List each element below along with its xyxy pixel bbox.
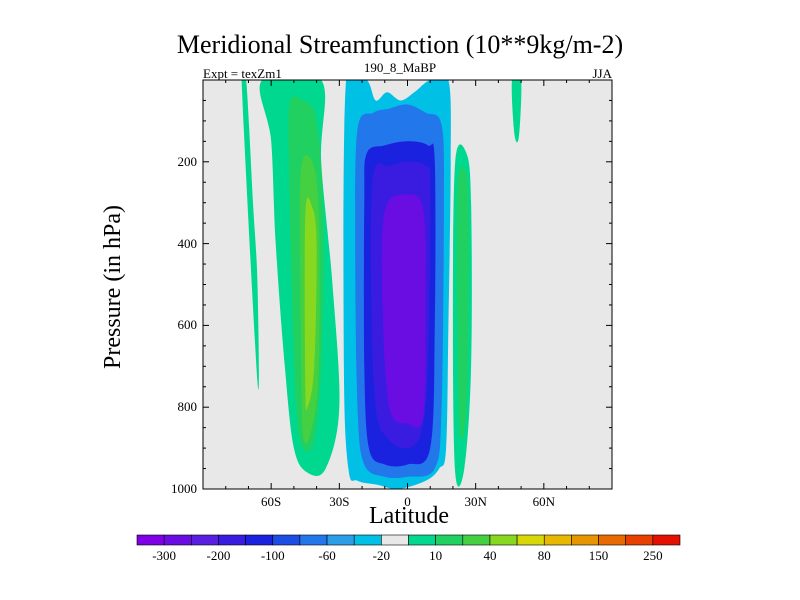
x-tick-label: 0 [404, 494, 411, 509]
colorbar-swatch [462, 534, 491, 546]
colorbar-swatch [408, 534, 436, 546]
y-tick-label: 800 [177, 399, 198, 415]
colorbar-swatch [353, 534, 382, 546]
x-tick-label: 30N [464, 494, 487, 509]
colorbar-label: -20 [372, 548, 391, 563]
colorbar-label: -300 [152, 548, 177, 563]
colorbar-label: 80 [537, 548, 551, 563]
colorbar-label: 250 [643, 548, 663, 563]
x-axis-title: Latitude [369, 503, 449, 529]
axis-ticks [203, 80, 612, 490]
colorbar-swatch [245, 534, 274, 546]
colorbar-swatch [218, 534, 246, 546]
colorbar-label: 150 [588, 548, 609, 563]
colorbar-swatch [326, 534, 355, 546]
colorbar-swatch [381, 534, 409, 546]
run-label: 190_8_MaBP [363, 60, 437, 75]
contour-upper-streak-10 [511, 80, 522, 143]
x-tick-label: 60N [532, 494, 556, 509]
y-axis-title: Pressure (in hPa) [100, 205, 126, 369]
x-tick-label: 30S [329, 494, 350, 509]
plot-area [203, 80, 612, 489]
colorbar-swatch [489, 534, 518, 546]
y-tick-label: 1000 [171, 481, 197, 496]
colorbar-swatch [625, 534, 654, 546]
colorbar-swatch [435, 534, 464, 546]
colorbar-swatch [516, 534, 545, 546]
contour-southern-cell-80 [304, 197, 317, 411]
colorbar-swatch [136, 534, 165, 546]
colorbar-label: -100 [260, 548, 285, 563]
colorbar-label: 10 [429, 548, 443, 563]
colorbar-swatch [299, 534, 328, 546]
colorbar-label: -200 [206, 548, 231, 563]
y-tick-label: 400 [177, 235, 198, 251]
colorbar-label: -60 [318, 548, 336, 563]
colorbar-swatch [272, 534, 301, 546]
chart-title: Meridional Streamfunction (10**9kg/m-2) [176, 30, 624, 59]
contour-hadley-cell--300 [381, 194, 426, 428]
colorbar-swatch [543, 534, 572, 546]
contour-southern-streak-10 [241, 80, 259, 390]
experiment-label: Expt = texZm1 [203, 66, 282, 81]
y-tick-label: 200 [177, 153, 198, 169]
contour-northern-cell-20 [456, 166, 469, 439]
colorbar-swatch [652, 534, 681, 546]
colorbar [136, 534, 681, 546]
colorbar-swatch [571, 534, 599, 546]
y-tick-label: 600 [177, 317, 198, 333]
colorbar-swatch [191, 534, 219, 546]
x-tick-label: 60S [261, 494, 282, 509]
colorbar-swatch [598, 534, 626, 546]
colorbar-label: 40 [483, 548, 497, 563]
colorbar-swatch [163, 534, 192, 546]
season-label: JJA [592, 66, 612, 81]
